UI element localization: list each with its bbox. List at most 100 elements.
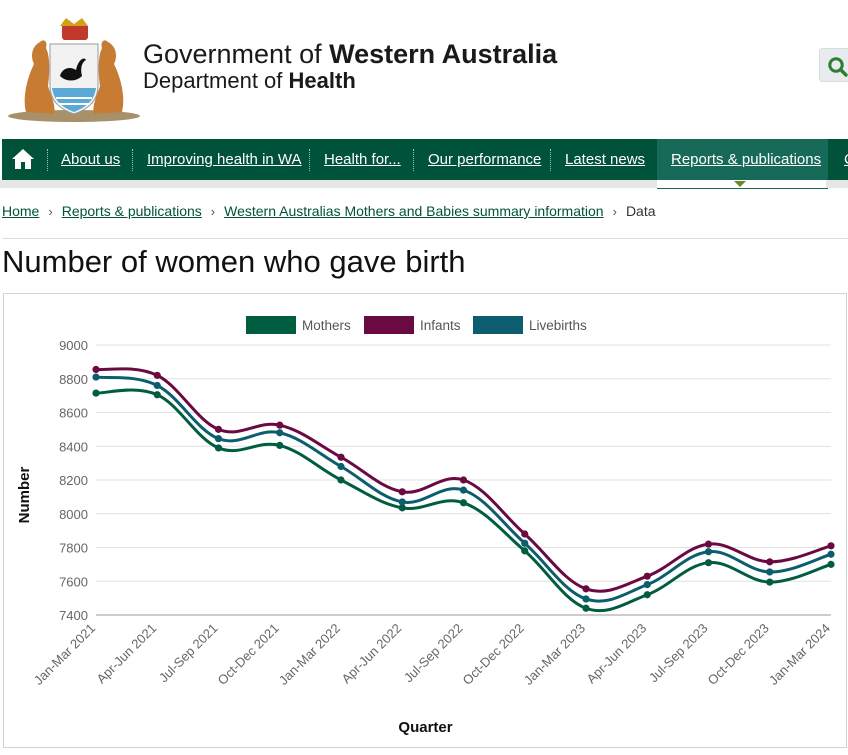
data-point-mothers[interactable] (521, 547, 529, 555)
data-point-infants[interactable] (582, 585, 590, 593)
nav-item-improving-health[interactable]: Improving health in WA (147, 151, 302, 168)
x-tick-label: Apr-Jun 2021 (94, 621, 160, 687)
data-point-livebirths[interactable] (92, 373, 100, 381)
legend-swatch-livebirths[interactable] (473, 316, 523, 334)
data-point-livebirths[interactable] (766, 568, 774, 576)
nav-item-health-for[interactable]: Health for... (324, 151, 401, 168)
x-tick-label: Jul-Sep 2021 (156, 621, 221, 686)
data-point-livebirths[interactable] (704, 548, 713, 556)
x-tick-label: Jan-Mar 2023 (521, 621, 588, 688)
data-point-mothers[interactable] (643, 591, 651, 599)
nav-separator (413, 149, 414, 171)
y-tick-label: 8800 (59, 372, 88, 387)
nav-item-about-us[interactable]: About us (61, 151, 121, 168)
nav-item-overflow[interactable]: C (844, 139, 848, 180)
nav-item-our-performance[interactable]: Our performance (428, 151, 542, 168)
data-point-mothers[interactable] (459, 499, 468, 507)
nav-separator (550, 149, 551, 171)
government-title: Government of Western Australia (143, 39, 558, 69)
nav-separator (47, 149, 48, 171)
data-point-mothers[interactable] (398, 504, 406, 512)
data-point-mothers[interactable] (582, 604, 590, 612)
data-point-mothers[interactable] (214, 444, 223, 452)
data-point-mothers[interactable] (704, 559, 713, 567)
x-tick-label: Jan-Mar 2022 (276, 621, 343, 688)
data-point-infants[interactable] (92, 365, 100, 374)
data-point-infants[interactable] (337, 453, 345, 461)
chevron-right-icon: › (210, 204, 216, 219)
data-point-mothers[interactable] (153, 391, 161, 399)
data-point-livebirths[interactable] (643, 581, 651, 589)
data-point-infants[interactable] (214, 425, 223, 433)
legend-swatch-infants[interactable] (364, 316, 414, 334)
breadcrumb-reports-publications[interactable]: Reports & publications (61, 203, 202, 219)
breadcrumb-home[interactable]: Home (2, 203, 40, 219)
data-point-mothers[interactable] (92, 389, 100, 397)
data-point-infants[interactable] (766, 558, 774, 566)
search-button[interactable] (819, 48, 848, 82)
y-tick-label: 7800 (59, 541, 88, 556)
data-point-infants[interactable] (827, 542, 835, 550)
x-tick-label: Apr-Jun 2022 (339, 621, 405, 687)
data-point-mothers[interactable] (337, 476, 345, 484)
data-point-livebirths[interactable] (398, 498, 406, 506)
nav-bottom-bar (0, 180, 848, 188)
data-point-infants[interactable] (153, 371, 161, 379)
y-tick-label: 9000 (59, 338, 88, 353)
breadcrumb-current: Data (625, 203, 656, 219)
y-tick-label: 8600 (59, 406, 88, 421)
nav-item-latest-news[interactable]: Latest news (565, 151, 646, 168)
legend-label-mothers[interactable]: Mothers (302, 318, 351, 333)
data-point-infants[interactable] (276, 421, 284, 429)
nav-active-arrow (734, 181, 746, 187)
x-tick-label: Jan-Mar 2024 (766, 621, 833, 688)
data-point-mothers[interactable] (827, 560, 835, 568)
y-axis-title: Number (16, 467, 33, 524)
data-point-livebirths[interactable] (276, 429, 284, 437)
data-point-livebirths[interactable] (153, 381, 161, 390)
chevron-right-icon: › (48, 204, 53, 219)
data-point-mothers[interactable] (276, 441, 284, 450)
data-point-infants[interactable] (643, 572, 651, 580)
y-tick-label: 8200 (59, 473, 88, 488)
x-tick-label: Jul-Sep 2022 (401, 621, 466, 686)
site-title[interactable]: Government of Western Australia Departme… (143, 40, 557, 94)
x-tick-label: Oct-Dec 2022 (460, 621, 527, 688)
line-chart: 7400 7600 7800 8000 8200 8400 8600 8800 9000 Jan-… (16, 316, 835, 736)
x-tick-label: Jan-Mar 2021 (31, 621, 98, 688)
data-point-livebirths[interactable] (582, 595, 590, 603)
x-axis-title: Quarter (398, 719, 452, 736)
divider (2, 238, 848, 239)
x-tick-label: Oct-Dec 2023 (705, 621, 772, 688)
data-point-livebirths[interactable] (827, 550, 835, 558)
y-tick-label: 7400 (59, 608, 88, 623)
data-point-infants[interactable] (521, 530, 529, 538)
data-point-livebirths[interactable] (214, 435, 223, 443)
home-icon[interactable] (10, 147, 36, 171)
legend-label-livebirths[interactable]: Livebirths (529, 318, 587, 333)
y-tick-label: 8000 (59, 507, 88, 522)
nav-item-reports-publications[interactable]: Reports & publications (671, 151, 822, 168)
data-point-mothers[interactable] (766, 578, 774, 586)
coat-of-arms-logo (8, 18, 140, 122)
breadcrumb: Home › Reports & publications › Western Aust… (2, 203, 656, 219)
nav-separator (132, 149, 133, 171)
data-point-livebirths[interactable] (337, 462, 345, 471)
page-title: Number of women who gave birth (2, 244, 466, 279)
legend-label-infants[interactable]: Infants (420, 318, 461, 333)
data-point-livebirths[interactable] (459, 486, 468, 494)
data-point-infants[interactable] (398, 488, 406, 496)
x-tick-label: Oct-Dec 2021 (215, 621, 282, 688)
chart-container: 7400 7600 7800 8000 8200 8400 8600 8800 9000 Jan-… (3, 293, 847, 748)
x-tick-label: Apr-Jun 2023 (584, 621, 650, 687)
breadcrumb-mothers-babies[interactable]: Western Australias Mothers and Babies su… (224, 203, 604, 219)
data-point-infants[interactable] (704, 540, 713, 548)
y-tick-label: 8400 (59, 439, 88, 454)
site-header: Government of Western Australia Departme… (0, 0, 848, 138)
data-point-infants[interactable] (459, 476, 468, 484)
main-nav: About us Improving health in WA Health f… (2, 139, 848, 189)
legend-swatch-mothers[interactable] (246, 316, 296, 334)
data-point-livebirths[interactable] (521, 539, 529, 547)
department-title: Department of Health (143, 68, 356, 93)
x-tick-label: Jul-Sep 2023 (646, 621, 711, 686)
